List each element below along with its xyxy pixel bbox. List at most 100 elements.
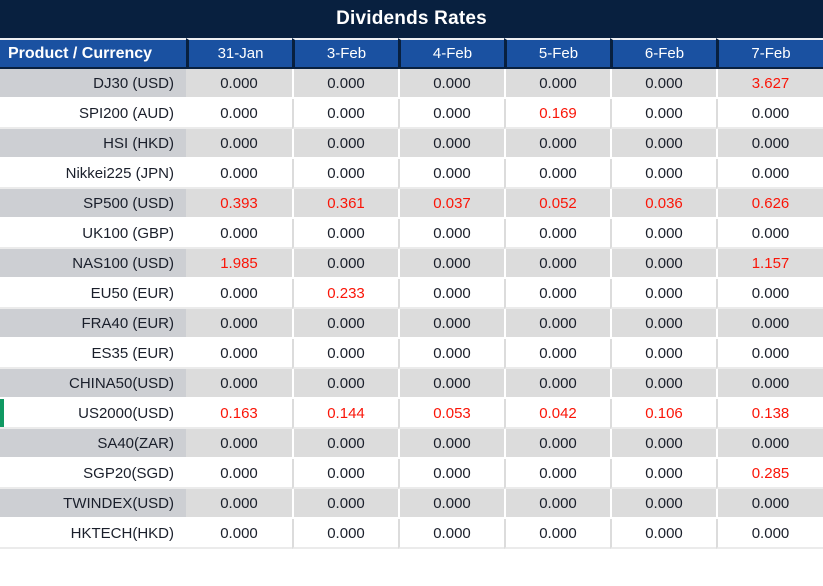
value-cell: 0.000 [716,159,823,189]
value-cell: 1.157 [716,249,823,279]
value-cell: 0.000 [292,249,398,279]
value-cell: 0.000 [398,339,504,369]
product-cell: TWINDEX(USD) [0,489,186,519]
column-header-4-feb: 4-Feb [398,38,504,69]
value-cell: 0.626 [716,189,823,219]
product-cell: SP500 (USD) [0,189,186,219]
value-cell: 0.000 [292,99,398,129]
value-cell: 0.106 [610,399,716,429]
value-cell: 0.052 [504,189,610,219]
value-cell: 0.000 [186,339,292,369]
product-cell: CHINA50(USD) [0,369,186,399]
value-cell: 0.000 [716,429,823,459]
value-cell: 0.000 [186,69,292,99]
value-cell: 0.000 [398,69,504,99]
value-cell: 0.000 [716,369,823,399]
product-cell: HKTECH(HKD) [0,519,186,549]
value-cell: 0.000 [610,99,716,129]
value-cell: 0.000 [610,459,716,489]
value-cell: 0.000 [504,459,610,489]
table-row: DJ30 (USD) 0.000 0.000 0.000 0.000 0.000 3.627 [0,69,823,99]
product-cell: NAS100 (USD) [0,249,186,279]
value-cell: 0.000 [716,309,823,339]
value-cell: 0.233 [292,279,398,309]
value-cell: 0.000 [398,429,504,459]
value-cell: 0.000 [292,489,398,519]
value-cell: 0.144 [292,399,398,429]
value-cell: 0.000 [504,489,610,519]
column-header-31-jan: 31-Jan [186,38,292,69]
product-cell: ES35 (EUR) [0,339,186,369]
header-row: Product / Currency 31-Jan 3-Feb 4-Feb 5-Feb 6… [0,38,823,69]
table-row: UK100 (GBP) 0.000 0.000 0.000 0.000 0.000 0.00… [0,219,823,249]
value-cell: 0.000 [716,219,823,249]
value-cell: 0.000 [186,129,292,159]
table-row: US2000(USD) 0.163 0.144 0.053 0.042 0.106 0.13… [0,399,823,429]
value-cell: 0.000 [610,159,716,189]
value-cell: 0.000 [186,429,292,459]
table-row: SPI200 (AUD) 0.000 0.000 0.000 0.169 0.000 0.0… [0,99,823,129]
column-header-3-feb: 3-Feb [292,38,398,69]
value-cell: 0.000 [716,129,823,159]
table-row: CHINA50(USD) 0.000 0.000 0.000 0.000 0.000 0.0… [0,369,823,399]
table-row: NAS100 (USD) 1.985 0.000 0.000 0.000 0.000 1.1… [0,249,823,279]
value-cell: 0.000 [610,129,716,159]
value-cell: 0.000 [610,429,716,459]
value-cell: 0.138 [716,399,823,429]
value-cell: 0.000 [610,309,716,339]
value-cell: 0.000 [398,129,504,159]
value-cell: 0.163 [186,399,292,429]
table-row: HSI (HKD) 0.000 0.000 0.000 0.000 0.000 0.000 [0,129,823,159]
value-cell: 0.000 [292,309,398,339]
value-cell: 0.000 [292,69,398,99]
value-cell: 0.000 [292,369,398,399]
page-title: Dividends Rates [336,8,487,29]
value-cell: 0.000 [398,279,504,309]
product-cell: HSI (HKD) [0,129,186,159]
value-cell: 0.000 [398,159,504,189]
table-row: HKTECH(HKD) 0.000 0.000 0.000 0.000 0.000 0.00… [0,519,823,549]
value-cell: 0.000 [292,459,398,489]
value-cell: 0.000 [716,99,823,129]
value-cell: 0.000 [610,369,716,399]
value-cell: 0.000 [610,249,716,279]
value-cell: 3.627 [716,69,823,99]
value-cell: 0.000 [398,309,504,339]
value-cell: 0.000 [716,519,823,549]
table-row: EU50 (EUR) 0.000 0.233 0.000 0.000 0.000 0.000 [0,279,823,309]
value-cell: 0.000 [504,339,610,369]
dividends-rates-table: Product / Currency 31-Jan 3-Feb 4-Feb 5-Feb 6… [0,38,823,549]
value-cell: 0.000 [292,519,398,549]
table-row: Nikkei225 (JPN) 0.000 0.000 0.000 0.000 0.000… [0,159,823,189]
table-row: SP500 (USD) 0.393 0.361 0.037 0.052 0.036 0.62… [0,189,823,219]
value-cell: 0.000 [186,159,292,189]
product-cell: UK100 (GBP) [0,219,186,249]
value-cell: 0.000 [504,219,610,249]
title-bar: Dividends Rates [0,0,823,38]
value-cell: 0.000 [398,489,504,519]
value-cell: 0.042 [504,399,610,429]
column-header-6-feb: 6-Feb [610,38,716,69]
product-cell: EU50 (EUR) [0,279,186,309]
value-cell: 0.036 [610,189,716,219]
corner-header: Product / Currency [0,38,186,69]
value-cell: 0.000 [610,279,716,309]
value-cell: 0.000 [504,159,610,189]
value-cell: 0.000 [504,69,610,99]
value-cell: 0.000 [292,219,398,249]
value-cell: 0.000 [186,309,292,339]
product-cell: SA40(ZAR) [0,429,186,459]
column-header-5-feb: 5-Feb [504,38,610,69]
value-cell: 0.000 [398,99,504,129]
table-row: SGP20(SGD) 0.000 0.000 0.000 0.000 0.000 0.285 [0,459,823,489]
value-cell: 0.000 [186,99,292,129]
value-cell: 0.000 [398,249,504,279]
value-cell: 0.000 [504,519,610,549]
table-row: TWINDEX(USD) 0.000 0.000 0.000 0.000 0.000 0.0… [0,489,823,519]
value-cell: 0.000 [610,69,716,99]
value-cell: 0.169 [504,99,610,129]
value-cell: 0.361 [292,189,398,219]
value-cell: 0.000 [504,249,610,279]
value-cell: 0.000 [504,279,610,309]
value-cell: 0.000 [398,369,504,399]
